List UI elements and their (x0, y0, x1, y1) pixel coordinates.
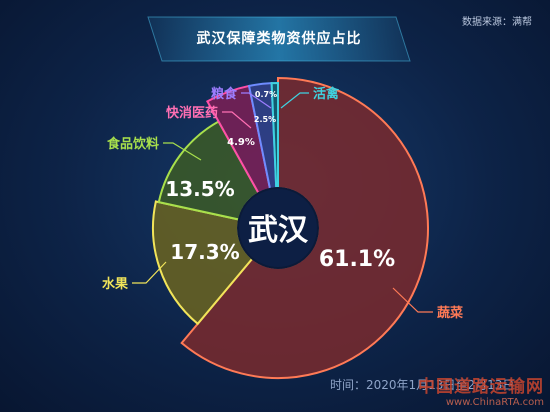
value-label-4: 2.5% (254, 115, 276, 124)
category-label-0: 蔬菜 (437, 305, 463, 321)
leader-line-0 (392, 287, 433, 313)
watermark-cn: 中国道路运输网 (418, 377, 544, 397)
watermark-en: www.ChinaRTA.com (445, 397, 544, 408)
category-label-5: 活禽 (313, 86, 340, 102)
center-circle (237, 187, 319, 269)
value-label-0: 61.1% (319, 247, 395, 272)
leader-line-5 (280, 92, 309, 109)
category-label-1: 水果 (102, 276, 128, 292)
value-label-2: 13.5% (165, 177, 234, 201)
time-range: 时间：2020年1月13日至2月13日 (330, 378, 515, 392)
title-banner (147, 16, 411, 62)
watermark: 中国道路运输网 www.ChinaRTA.com (418, 372, 544, 408)
value-label-5: 0.7% (255, 90, 277, 99)
leader-line-3 (222, 111, 252, 129)
leader-line-4 (241, 92, 272, 109)
data-source: 数据来源：满帮 (462, 17, 532, 28)
leader-line-2 (163, 142, 202, 161)
value-label-3: 4.9% (227, 137, 255, 148)
category-label-3: 快消医药 (166, 105, 218, 121)
category-label-2: 食品饮料 (107, 136, 159, 152)
leader-line-1 (132, 261, 167, 284)
value-label-1: 17.3% (170, 240, 239, 264)
category-label-4: 粮食 (211, 86, 238, 102)
center-label: 武汉 (248, 213, 309, 248)
chart-title: 武汉保障类物资供应占比 (196, 31, 362, 47)
